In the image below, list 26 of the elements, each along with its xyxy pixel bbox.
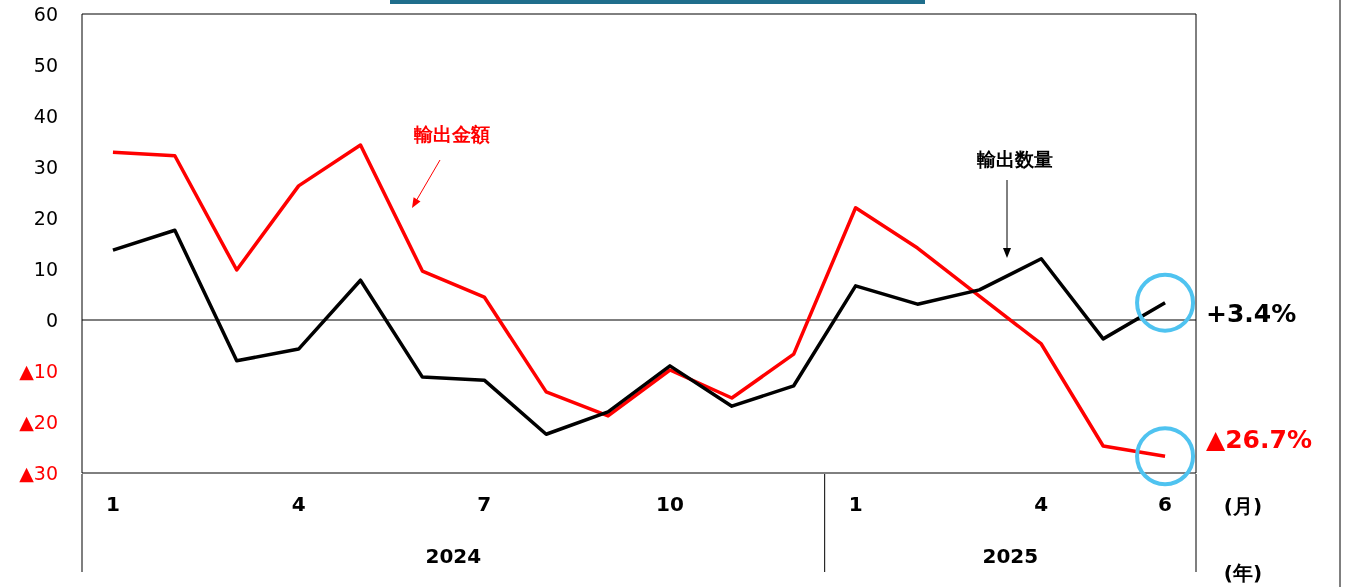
text: (年) <box>1223 561 1263 585</box>
x-tick-label: 4 <box>1034 492 1049 517</box>
y-tick-label: ▲10 <box>19 359 58 382</box>
text: 2024 <box>425 544 482 568</box>
text: 輸出数量 <box>976 148 1053 170</box>
y-tick-label: 30 <box>33 155 58 178</box>
y-tick-label: 20 <box>33 206 58 229</box>
x-tick-label: 6 <box>1158 492 1173 517</box>
y-tick-label: 60 <box>33 2 58 25</box>
y-tick-label: 40 <box>33 104 58 127</box>
x-tick-label: 7 <box>477 492 492 517</box>
x-tick-label: 1 <box>848 492 863 517</box>
x-tick-label: 1 <box>105 492 120 517</box>
y-tick-label: 10 <box>33 257 58 280</box>
text: 2025 <box>982 544 1039 568</box>
x-tick-label: 10 <box>656 492 684 517</box>
text: 輸出金額 <box>413 123 490 145</box>
text: +3.4% <box>1206 299 1297 328</box>
y-tick-label: ▲20 <box>19 410 58 433</box>
x-tick-label: 4 <box>291 492 306 517</box>
line-series <box>111 143 1167 458</box>
y-tick-label: 50 <box>33 53 58 76</box>
y-tick-label: 0 <box>45 308 58 331</box>
y-tick-label: ▲30 <box>19 461 58 484</box>
text: ▲26.7% <box>1206 425 1312 454</box>
text: (月) <box>1223 494 1263 518</box>
